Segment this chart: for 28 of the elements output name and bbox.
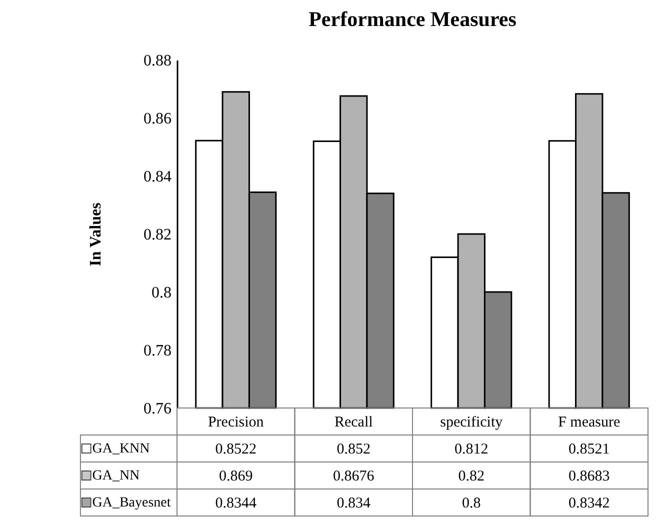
- data-label: 0.812: [454, 442, 488, 458]
- x-tick-label: F measure: [558, 414, 620, 430]
- data-label: 0.8522: [215, 442, 256, 458]
- y-tick-label: 0.76: [144, 400, 172, 418]
- data-label: 0.834: [336, 496, 371, 512]
- data-label: 0.8683: [568, 468, 610, 484]
- legend-label: GA_NN: [92, 468, 140, 484]
- data-label: 0.852: [336, 442, 370, 458]
- data-label: 0.8: [462, 496, 481, 512]
- data-label: 0.8344: [215, 496, 257, 512]
- data-label: 0.8676: [333, 468, 375, 484]
- y-tick-label: 0.8: [152, 284, 172, 302]
- legend-label: GA_KNN: [92, 442, 150, 456]
- legend-label: GA_Bayesnet: [92, 496, 171, 510]
- y-tick-label: 0.78: [144, 342, 172, 360]
- y-tick-label: 0.86: [144, 110, 172, 128]
- data-label: 0.869: [219, 468, 253, 484]
- y-tick-label: 0.82: [144, 226, 172, 244]
- data-label: 0.8521: [568, 442, 610, 458]
- x-tick-label: specificity: [440, 414, 504, 430]
- y-tick-label: 0.84: [144, 168, 172, 186]
- y-tick-label: 0.88: [144, 52, 172, 70]
- x-tick-label: Precision: [208, 414, 264, 430]
- data-label: 0.82: [458, 468, 484, 484]
- data-label: 0.8342: [568, 496, 610, 512]
- x-tick-label: Recall: [334, 414, 373, 430]
- y-axis-title: In Values: [88, 202, 104, 266]
- chart-title: Performance Measures: [308, 7, 516, 31]
